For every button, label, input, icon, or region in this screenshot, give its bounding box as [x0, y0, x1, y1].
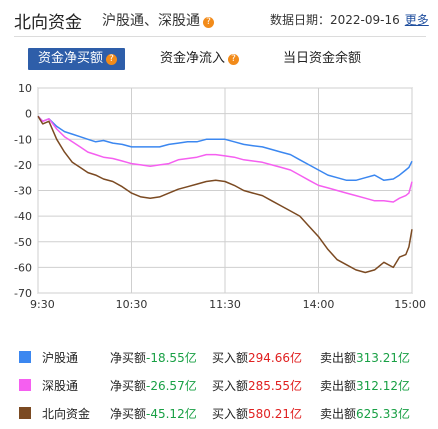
tab-net-inflow-label: 资金净流入: [160, 51, 226, 66]
x-tick-label: 15:00: [394, 298, 426, 310]
y-tick-label: 10: [18, 82, 32, 95]
buy-label: 买入额: [212, 351, 249, 365]
legend-row-sh: 沪股通 净买额-18.55亿 买入额294.66亿 卖出额313.21亿: [0, 346, 438, 368]
tab-net-buy[interactable]: 资金净买额?: [28, 48, 126, 70]
question-circle-icon[interactable]: ?: [203, 17, 214, 28]
legend-net: 净买额-45.12亿: [110, 405, 197, 422]
legend-sell: 卖出额312.12亿: [320, 377, 410, 394]
buy-label: 买入额: [212, 407, 249, 421]
subtitle-text: 沪股通、深股通: [102, 13, 200, 29]
legend-buy: 买入额294.66亿: [212, 349, 302, 366]
buy-value: 285.55亿: [248, 379, 303, 393]
question-circle-icon[interactable]: ?: [106, 54, 118, 65]
net-value: -26.57亿: [146, 379, 197, 393]
buy-value: 580.21亿: [248, 407, 303, 421]
legend-buy: 买入额285.55亿: [212, 377, 302, 394]
sell-value: 625.33亿: [356, 407, 411, 421]
legend-buy: 买入额580.21亿: [212, 405, 302, 422]
legend-row-sz: 深股通 净买额-26.57亿 买入额285.55亿 卖出额312.12亿: [0, 374, 438, 396]
series-line-sz: [37, 115, 413, 203]
line-chart: 10 0 -10 -20 -30 -40 -50 -60 -709:30 10:30 11:30 14…: [14, 82, 426, 310]
date-label: 数据日期：: [270, 13, 331, 27]
page-subtitle: 沪股通、深股通?: [102, 10, 214, 30]
tab-balance[interactable]: 当日资金余额: [283, 48, 361, 70]
legend-row-north: 北向资金 净买额-45.12亿 买入额580.21亿 卖出额625.33亿: [0, 402, 438, 424]
legend-name: 北向资金: [42, 407, 91, 421]
tab-net-buy-label: 资金净买额: [38, 51, 104, 66]
series-line-north: [37, 115, 413, 274]
page-title: 北向资金: [14, 13, 82, 33]
x-tick-label: 9:30: [30, 298, 55, 310]
sell-value: 313.21亿: [356, 351, 411, 365]
net-label: 净买额: [110, 351, 147, 365]
sell-value: 312.12亿: [356, 379, 411, 393]
legend-net: 净买额-18.55亿: [110, 349, 197, 366]
sell-label: 卖出额: [320, 407, 357, 421]
y-tick-label: -30: [14, 185, 32, 198]
y-tick-label: -10: [14, 133, 32, 146]
data-date: 数据日期：2022-09-16 更多: [270, 11, 429, 28]
x-tick-label: 14:00: [303, 298, 335, 310]
tab-net-inflow[interactable]: 资金净流入?: [160, 48, 240, 70]
legend-sell: 卖出额313.21亿: [320, 349, 410, 366]
tab-bar: 资金净买额? 资金净流入? 当日资金余额: [0, 44, 438, 72]
buy-value: 294.66亿: [248, 351, 303, 365]
y-tick-label: 0: [25, 108, 32, 121]
legend-name: 沪股通: [42, 351, 79, 365]
date-value: 2022-09-16: [330, 13, 400, 27]
x-tick-label: 10:30: [116, 298, 148, 310]
legend-sell: 卖出额625.33亿: [320, 405, 410, 422]
series-line-sh: [37, 115, 413, 182]
legend-name: 深股通: [42, 379, 79, 393]
net-value: -45.12亿: [146, 407, 197, 421]
sell-label: 卖出额: [320, 379, 357, 393]
net-label: 净买额: [110, 407, 147, 421]
question-circle-icon[interactable]: ?: [228, 54, 240, 65]
legend-swatch-north: [19, 407, 31, 419]
y-tick-label: -50: [14, 236, 32, 249]
net-value: -18.55亿: [146, 351, 197, 365]
y-tick-label: -20: [14, 159, 32, 172]
header: 北向资金 沪股通、深股通? 数据日期：2022-09-16 更多: [0, 0, 438, 36]
y-tick-label: -40: [14, 210, 32, 223]
y-tick-label: -60: [14, 261, 32, 274]
x-tick-label: 11:30: [209, 298, 241, 310]
net-label: 净买额: [110, 379, 147, 393]
tab-balance-label: 当日资金余额: [283, 51, 362, 66]
legend-net: 净买额-26.57亿: [110, 377, 197, 394]
more-link[interactable]: 更多: [404, 13, 429, 27]
legend-swatch-sh: [19, 351, 31, 363]
header-divider: [14, 36, 426, 37]
y-tick-label: -70: [14, 287, 32, 300]
legend-swatch-sz: [19, 379, 31, 391]
buy-label: 买入额: [212, 379, 249, 393]
sell-label: 卖出额: [320, 351, 357, 365]
